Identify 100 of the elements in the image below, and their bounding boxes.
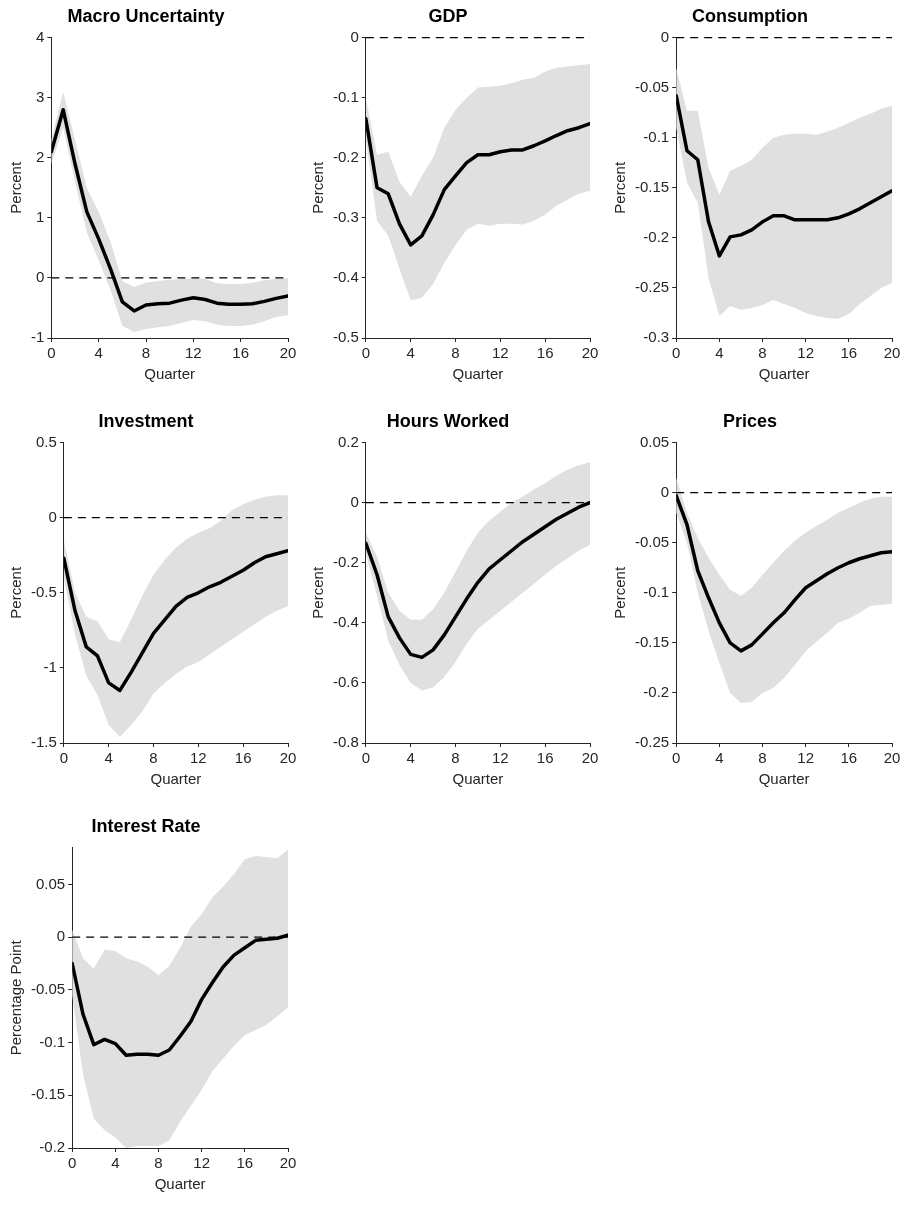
x-axis-title: Quarter: [150, 770, 202, 788]
y-tick-label: -0.1: [332, 87, 359, 105]
x-axis-title: Quarter: [144, 365, 196, 383]
y-tick-label: 0: [56, 927, 66, 945]
y-tick-label: -0.5: [332, 328, 359, 346]
y-tick-label: -0.2: [332, 147, 359, 165]
y-tick-label: -0.1: [643, 582, 670, 600]
y-tick-label: 4: [35, 27, 45, 45]
x-tick-label: 0: [361, 749, 371, 767]
x-tick-label: 0: [672, 344, 681, 362]
y-tick-label: 0.05: [35, 874, 66, 892]
x-tick-label: 4: [406, 344, 415, 362]
x-tick-label: 8: [451, 749, 460, 767]
chart-title: GDP: [428, 5, 468, 26]
y-axis-title: Percent: [309, 161, 327, 214]
y-tick-label: -0.2: [332, 552, 359, 570]
y-tick-label: -0.15: [634, 177, 670, 195]
x-tick-label: 20: [581, 344, 599, 362]
x-tick-label: 8: [141, 344, 151, 362]
y-tick-label: -0.05: [30, 980, 66, 998]
y-tick-label: -0.05: [634, 77, 670, 95]
x-tick-label: 20: [581, 749, 599, 767]
y-tick-label: -0.3: [332, 207, 359, 225]
y-tick-label: 0: [350, 27, 359, 45]
x-tick-label: 16: [840, 344, 858, 362]
x-tick-label: 12: [797, 344, 815, 362]
y-tick-label: 0: [660, 482, 670, 500]
y-tick-label: -0.1: [39, 1032, 66, 1050]
chart-title: Macro Uncertainty: [67, 5, 225, 26]
y-tick-label: 1: [35, 207, 45, 225]
x-axis-title: Quarter: [758, 365, 810, 383]
x-tick-label: 20: [279, 749, 297, 767]
x-tick-label: 8: [758, 344, 767, 362]
y-tick-label: -0.25: [634, 278, 670, 296]
x-tick-label: 16: [536, 344, 554, 362]
y-axis-title: Percent: [7, 161, 25, 214]
y-tick-label: -0.2: [643, 683, 670, 701]
x-tick-label: 20: [883, 344, 901, 362]
y-tick-label: 0.2: [337, 432, 359, 450]
x-tick-label: 4: [111, 1154, 120, 1172]
chart-title: Investment: [98, 410, 194, 431]
y-tick-label: -0.5: [30, 582, 57, 600]
x-tick-label: 4: [104, 749, 113, 767]
y-tick-label: -0.8: [332, 733, 359, 751]
y-tick-label: -0.15: [634, 633, 670, 651]
x-tick-label: 0: [361, 344, 371, 362]
x-tick-label: 16: [536, 749, 554, 767]
x-tick-label: 4: [715, 344, 724, 362]
x-tick-label: 16: [840, 749, 858, 767]
y-tick-label: 0: [48, 507, 57, 525]
y-tick-label: -1: [30, 328, 45, 346]
y-tick-label: -0.4: [332, 612, 359, 630]
x-tick-label: 20: [279, 1154, 297, 1172]
y-tick-label: -0.1: [643, 127, 670, 145]
x-tick-label: 4: [94, 344, 103, 362]
y-tick-label: -1.5: [30, 733, 57, 751]
y-tick-label: -0.25: [634, 733, 670, 751]
y-axis-title: Percent: [309, 566, 327, 619]
x-tick-label: 0: [672, 749, 681, 767]
x-tick-label: 8: [758, 749, 767, 767]
chart-title: Interest Rate: [91, 815, 201, 836]
y-tick-label: 0.05: [639, 432, 670, 450]
y-tick-label: -0.2: [39, 1138, 66, 1156]
y-tick-label: -0.6: [332, 673, 359, 691]
x-axis-title: Quarter: [154, 1175, 206, 1193]
chart-title: Prices: [722, 410, 778, 431]
x-tick-label: 4: [715, 749, 724, 767]
x-tick-label: 20: [279, 344, 297, 362]
y-tick-label: -0.2: [643, 228, 670, 246]
y-axis-title: Percentage Point: [7, 939, 25, 1056]
y-tick-label: 0: [350, 492, 359, 510]
x-tick-label: 16: [234, 749, 252, 767]
y-tick-label: 2: [35, 147, 45, 165]
x-tick-label: 8: [149, 749, 158, 767]
x-tick-label: 12: [193, 1154, 211, 1172]
y-tick-label: 3: [35, 87, 45, 105]
y-tick-label: 0: [35, 268, 45, 286]
y-tick-label: 0: [660, 27, 670, 45]
y-tick-label: -0.4: [332, 268, 359, 286]
x-tick-label: 16: [232, 344, 250, 362]
x-axis-title: Quarter: [452, 365, 504, 383]
x-tick-label: 8: [451, 344, 460, 362]
y-axis-title: Percent: [611, 161, 629, 214]
y-axis-title: Percent: [611, 566, 629, 619]
x-tick-label: 12: [492, 749, 509, 767]
y-tick-label: -0.15: [30, 1085, 66, 1103]
x-axis-title: Quarter: [452, 770, 504, 788]
x-tick-label: 12: [190, 749, 207, 767]
y-tick-label: -0.05: [634, 532, 670, 550]
x-tick-label: 12: [492, 344, 509, 362]
x-tick-label: 8: [154, 1154, 163, 1172]
x-tick-label: 12: [184, 344, 202, 362]
x-tick-label: 12: [797, 749, 815, 767]
chart-title: Hours Worked: [386, 410, 510, 431]
y-tick-label: -1: [43, 658, 57, 676]
x-tick-label: 20: [883, 749, 901, 767]
y-axis-title: Percent: [7, 566, 25, 619]
x-tick-label: 16: [236, 1154, 254, 1172]
chart-title: Consumption: [692, 5, 808, 26]
y-tick-label: -0.3: [643, 328, 670, 346]
